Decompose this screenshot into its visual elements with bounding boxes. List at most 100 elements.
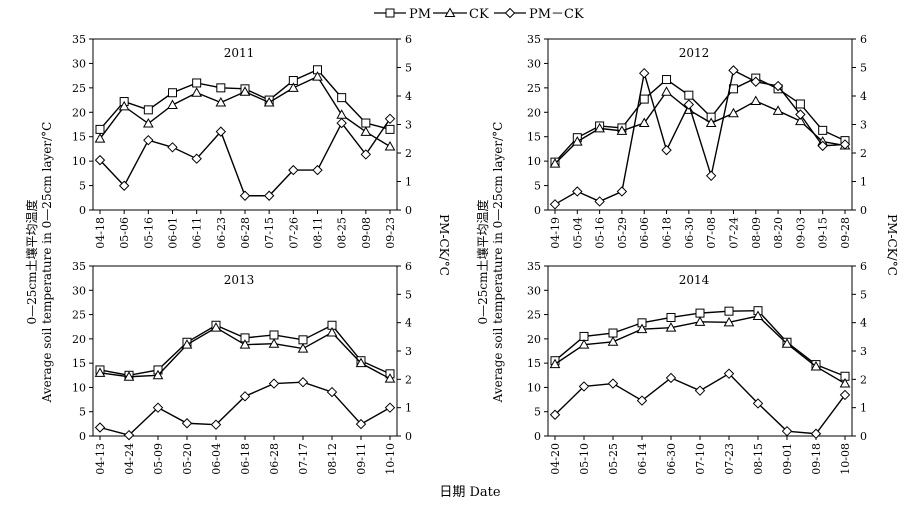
- data-point: [616, 125, 628, 135]
- legend-square-marker: [385, 8, 395, 18]
- data-point: [288, 164, 299, 176]
- data-point: [385, 124, 395, 134]
- legend-triangle-marker: [444, 7, 456, 17]
- series-CK: [549, 310, 851, 388]
- data-point: [360, 149, 372, 160]
- right-tick-label: 0: [860, 430, 867, 443]
- x-tick-label: 07-15: [263, 217, 276, 249]
- data-point: [336, 109, 348, 119]
- data-point: [549, 158, 561, 168]
- right-tick-label: 1: [860, 176, 867, 189]
- right-tick-label: 4: [405, 317, 412, 330]
- panel-title: 2012: [679, 46, 710, 60]
- data-point: [572, 186, 583, 197]
- data-point: [143, 134, 154, 146]
- right-tick-label: 2: [860, 373, 867, 386]
- right-tick-label: 5: [405, 288, 412, 301]
- data-point: [298, 335, 308, 345]
- x-tick-label: 09-08: [360, 217, 373, 249]
- data-point: [695, 308, 705, 318]
- x-tick-label: 09-03: [794, 217, 807, 249]
- chart-panel-2014: 0 5 10 15 20 25 30 35 0 1 2 3 4 5 6 04-20 05-10 05-25 06-1…: [527, 260, 867, 475]
- x-tick-label: 04-13: [94, 443, 107, 475]
- data-point: [750, 76, 761, 87]
- series-line: [554, 69, 846, 205]
- data-point: [326, 327, 338, 337]
- x-tick-label: 06-30: [683, 217, 696, 249]
- data-point: [639, 94, 649, 104]
- data-point: [752, 398, 764, 409]
- series-CK: [94, 71, 396, 151]
- data-point: [167, 142, 178, 153]
- right-tick-label: 6: [860, 33, 867, 46]
- right-tick-label: 3: [405, 119, 412, 132]
- right-y-axis-title-far: PM-CK/°C: [885, 214, 899, 276]
- data-point: [639, 67, 650, 79]
- data-point: [268, 378, 280, 389]
- data-point: [817, 140, 828, 152]
- data-point: [312, 71, 323, 81]
- data-point: [152, 402, 164, 413]
- data-point: [705, 117, 717, 128]
- left-tick-label: 10: [527, 381, 541, 394]
- left-tick-label: 25: [527, 309, 541, 322]
- data-point: [750, 95, 762, 106]
- series-PM－CK: [94, 113, 396, 201]
- right-tick-label: 6: [405, 260, 412, 273]
- left-tick-label: 0: [79, 430, 86, 443]
- x-tick-label: 05-29: [616, 217, 629, 249]
- x-tick-label: 05-10: [578, 443, 591, 475]
- series-line: [99, 118, 391, 197]
- x-tick-label: 06-18: [239, 443, 252, 475]
- right-tick-label: 5: [860, 62, 867, 75]
- data-point: [666, 312, 676, 322]
- data-point: [795, 109, 806, 120]
- x-tick-label: 07-23: [723, 443, 736, 475]
- series-PM－CK: [94, 376, 396, 441]
- x-tick-label: 06-14: [636, 443, 649, 475]
- data-point: [665, 322, 677, 332]
- data-point: [724, 306, 734, 316]
- x-axis-title: 日期 Date: [439, 485, 501, 500]
- data-point: [694, 316, 706, 326]
- plot-frame: [92, 38, 398, 211]
- data-point: [661, 86, 672, 96]
- plot-frame: [92, 265, 398, 437]
- right-tick-label: 2: [860, 147, 867, 160]
- right-tick-label: 3: [405, 345, 412, 358]
- data-point: [361, 118, 371, 128]
- x-tick-label: 04-19: [549, 217, 562, 249]
- data-point: [781, 338, 793, 348]
- data-point: [723, 316, 735, 327]
- x-tick-label: 08-09: [750, 217, 763, 249]
- data-point: [661, 144, 672, 156]
- x-tick-label: 05-06: [118, 217, 131, 249]
- data-point: [384, 373, 396, 383]
- x-tick-label: 08-12: [326, 443, 339, 475]
- x-tick-label: 07-10: [694, 443, 707, 475]
- x-tick-label: 09-18: [810, 443, 823, 475]
- data-point: [810, 428, 822, 439]
- legend: PM CK PM－CK: [374, 7, 584, 22]
- plot-frame: [547, 38, 853, 211]
- data-point: [638, 117, 650, 128]
- x-tick-label: 06-23: [215, 217, 228, 249]
- left-y-axis-title: 0—25cm土壤平均温度 Average soil temperature in…: [24, 122, 54, 404]
- legend-diamond-marker: [504, 7, 516, 19]
- data-point: [752, 310, 764, 321]
- x-tick-label: 05-20: [181, 443, 194, 475]
- x-tick-label: 08-25: [336, 217, 349, 249]
- right-tick-label: 1: [405, 176, 412, 189]
- data-point: [723, 368, 735, 379]
- x-tick-label: 09-23: [384, 217, 397, 249]
- data-point: [336, 117, 347, 129]
- right-tick-label: 2: [405, 147, 412, 160]
- data-point: [607, 336, 619, 346]
- data-point: [191, 87, 203, 97]
- x-tick-label: 09-01: [781, 443, 794, 475]
- x-tick-label: 09-11: [355, 443, 368, 475]
- right-tick-label: 1: [860, 402, 867, 415]
- x-tick-label: 04-20: [549, 443, 562, 475]
- x-tick-label: 08-15: [752, 443, 765, 475]
- left-tick-label: 0: [79, 204, 86, 217]
